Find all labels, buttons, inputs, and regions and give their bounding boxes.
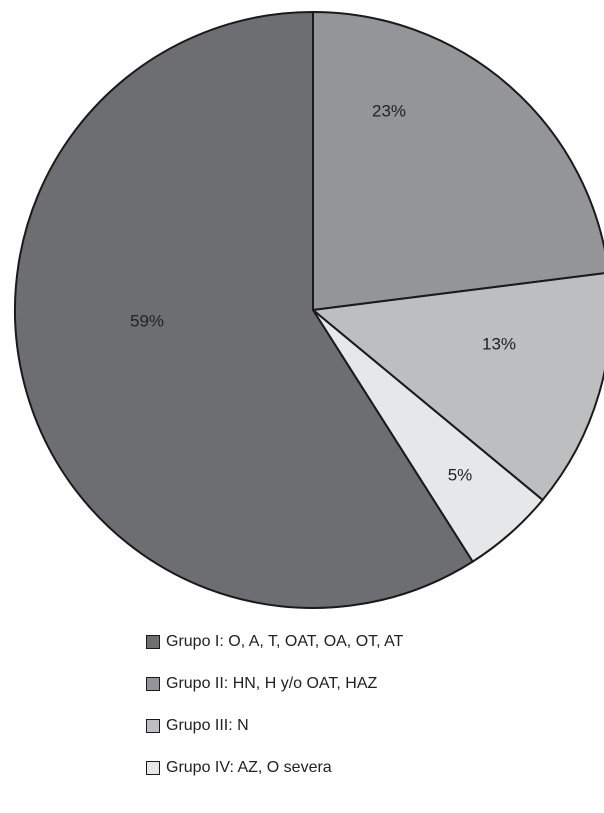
pie-label-3: 5% bbox=[448, 465, 473, 484]
legend-item-grupo-ii: Grupo II: HN, H y/o OAT, HAZ bbox=[146, 676, 403, 692]
legend-item-grupo-i: Grupo I: O, A, T, OAT, OA, OT, AT bbox=[146, 634, 403, 650]
pie-label-2: 13% bbox=[482, 334, 516, 353]
legend-item-grupo-iii: Grupo III: N bbox=[146, 718, 403, 734]
legend-swatch-grupo-ii bbox=[146, 677, 160, 691]
pie-chart: 23% 13% 5% 59% bbox=[14, 11, 604, 609]
pie-slice-1 bbox=[312, 11, 604, 311]
legend-swatch-grupo-iii bbox=[146, 719, 160, 733]
legend-swatch-grupo-iv bbox=[146, 761, 160, 775]
legend-label-grupo-i: Grupo I: O, A, T, OAT, OA, OT, AT bbox=[166, 633, 404, 650]
pie-slice-2 bbox=[312, 272, 604, 501]
legend-label-grupo-ii: Grupo II: HN, H y/o OAT, HAZ bbox=[166, 675, 378, 692]
legend-swatch-grupo-i bbox=[146, 635, 160, 649]
pie-label-4: 59% bbox=[130, 311, 164, 330]
legend-label-grupo-iii: Grupo III: N bbox=[166, 717, 249, 734]
pie-label-1: 23% bbox=[372, 101, 406, 120]
pie-slice-4 bbox=[14, 11, 474, 609]
legend-label-grupo-iv: Grupo IV: AZ, O severa bbox=[166, 759, 332, 776]
legend-item-grupo-iv: Grupo IV: AZ, O severa bbox=[146, 760, 403, 776]
legend: Grupo I: O, A, T, OAT, OA, OT, AT Grupo … bbox=[146, 634, 403, 802]
